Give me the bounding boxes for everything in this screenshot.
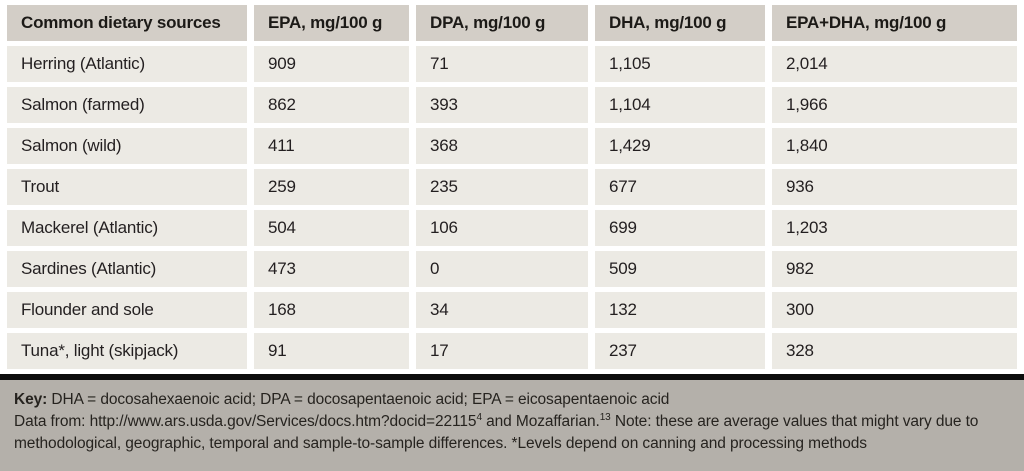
table-cell: 0 <box>416 251 588 287</box>
table-row-herring: Herring (Atlantic) 909 71 1,105 2,014 <box>7 46 1017 82</box>
table-cell: 132 <box>595 292 765 328</box>
table-cell: Trout <box>7 169 247 205</box>
table-cell: 473 <box>254 251 409 287</box>
column-header-dpa: DPA, mg/100 g <box>416 5 588 41</box>
table-cell: Mackerel (Atlantic) <box>7 210 247 246</box>
table-row-salmon-wild: Salmon (wild) 411 368 1,429 1,840 <box>7 128 1017 164</box>
table-cell: 1,203 <box>772 210 1017 246</box>
table-cell: 168 <box>254 292 409 328</box>
table-cell: 1,429 <box>595 128 765 164</box>
table-cell: 17 <box>416 333 588 369</box>
table-cell: 936 <box>772 169 1017 205</box>
table-row-sardines: Sardines (Atlantic) 473 0 509 982 <box>7 251 1017 287</box>
table-cell: 1,840 <box>772 128 1017 164</box>
table-header-row: Common dietary sources EPA, mg/100 g DPA… <box>7 5 1017 41</box>
table-row-flounder: Flounder and sole 168 34 132 300 <box>7 292 1017 328</box>
table-row-trout: Trout 259 235 677 936 <box>7 169 1017 205</box>
table-cell: Herring (Atlantic) <box>7 46 247 82</box>
data-from-label: Data from: <box>14 413 90 430</box>
table-cell: 393 <box>416 87 588 123</box>
table-cell: 504 <box>254 210 409 246</box>
footnote-note-line2: methodological, geographic, temporal and… <box>14 433 1010 455</box>
table-cell: 509 <box>595 251 765 287</box>
table-cell: 699 <box>595 210 765 246</box>
table-row-tuna: Tuna*, light (skipjack) 91 17 237 328 <box>7 333 1017 369</box>
column-header-sources: Common dietary sources <box>7 5 247 41</box>
column-header-dha: DHA, mg/100 g <box>595 5 765 41</box>
table-cell: 1,966 <box>772 87 1017 123</box>
table-cell: 368 <box>416 128 588 164</box>
table-cell: 1,105 <box>595 46 765 82</box>
table-cell: 1,104 <box>595 87 765 123</box>
table-cell: Salmon (farmed) <box>7 87 247 123</box>
table-row-salmon-farmed: Salmon (farmed) 862 393 1,104 1,966 <box>7 87 1017 123</box>
table-cell: 909 <box>254 46 409 82</box>
table-cell: 982 <box>772 251 1017 287</box>
table-cell: 91 <box>254 333 409 369</box>
note-text: Note: these are average values that migh… <box>610 413 979 430</box>
table-cell: 328 <box>772 333 1017 369</box>
table-row-mackerel: Mackerel (Atlantic) 504 106 699 1,203 <box>7 210 1017 246</box>
key-text: DHA = docosahexaenoic acid; DPA = docosa… <box>47 391 670 408</box>
table-cell: 411 <box>254 128 409 164</box>
footnote-source-line: Data from: http://www.ars.usda.gov/Servi… <box>14 411 1010 433</box>
table-cell: 862 <box>254 87 409 123</box>
table-cell: 71 <box>416 46 588 82</box>
footnote-panel: Key: DHA = docosahexaenoic acid; DPA = d… <box>0 380 1024 471</box>
column-header-epa: EPA, mg/100 g <box>254 5 409 41</box>
source-citation-superscript: 4 <box>476 411 482 423</box>
table-cell: 300 <box>772 292 1017 328</box>
table-cell: 2,014 <box>772 46 1017 82</box>
dietary-sources-table: Common dietary sources EPA, mg/100 g DPA… <box>7 5 1017 369</box>
table-cell: 677 <box>595 169 765 205</box>
table-cell: Flounder and sole <box>7 292 247 328</box>
divider-bar <box>0 374 1024 380</box>
table-cell: Tuna*, light (skipjack) <box>7 333 247 369</box>
table-cell: 235 <box>416 169 588 205</box>
table-cell: 34 <box>416 292 588 328</box>
table-cell: Sardines (Atlantic) <box>7 251 247 287</box>
table-cell: 237 <box>595 333 765 369</box>
table-cell: 106 <box>416 210 588 246</box>
column-header-epa-dha: EPA+DHA, mg/100 g <box>772 5 1017 41</box>
table-cell: Salmon (wild) <box>7 128 247 164</box>
footnote-key-line: Key: DHA = docosahexaenoic acid; DPA = d… <box>14 389 1010 411</box>
mozaffarian-citation-superscript: 13 <box>599 411 611 423</box>
table-cell: 259 <box>254 169 409 205</box>
mozaffarian-text: and Mozaffarian. <box>481 413 600 430</box>
source-url: http://www.ars.usda.gov/Services/docs.ht… <box>89 413 477 430</box>
key-label: Key: <box>14 391 48 408</box>
note-text-continued: methodological, geographic, temporal and… <box>14 435 867 452</box>
